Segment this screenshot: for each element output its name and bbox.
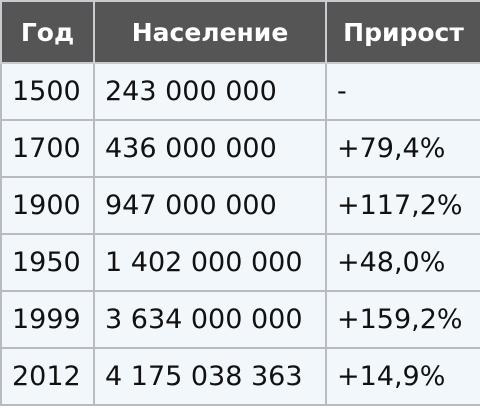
table-row: 1700 436 000 000 +79,4% [0, 119, 480, 178]
table-cell: 1900 [0, 176, 95, 235]
table-cell: 1999 [0, 290, 95, 349]
table-cell: 436 000 000 [93, 119, 327, 178]
table-cell: - [325, 62, 480, 121]
header-cell: Прирост [325, 0, 480, 64]
table-cell: 947 000 000 [93, 176, 327, 235]
table-cell: 1700 [0, 119, 95, 178]
table-row: 1950 1 402 000 000 +48,0% [0, 233, 480, 292]
header-cell: Население [93, 0, 327, 64]
table-row: 2012 4 175 038 363 +14,9% [0, 347, 480, 406]
table-cell: 243 000 000 [93, 62, 327, 121]
table-body: 1500 243 000 000-1700 436 000 000 +79,4% 190… [0, 62, 480, 406]
table-cell: +14,9% [325, 347, 480, 406]
table-cell: 2012 [0, 347, 95, 406]
header-row: Год Население Прирост [0, 0, 480, 64]
table-row: 1500 243 000 000- [0, 62, 480, 121]
table-cell: +117,2% [325, 176, 480, 235]
table-cell: +159,2% [325, 290, 480, 349]
table-cell: 1950 [0, 233, 95, 292]
header-cell: Год [0, 0, 95, 64]
table-row: 1999 3 634 000 000 +159,2% [0, 290, 480, 349]
table-row: 1900 947 000 000 +117,2% [0, 176, 480, 235]
table-cell: 3 634 000 000 [93, 290, 327, 349]
table-cell: +79,4% [325, 119, 480, 178]
table-cell: 4 175 038 363 [93, 347, 327, 406]
table-cell: 1 402 000 000 [93, 233, 327, 292]
table-cell: +48,0% [325, 233, 480, 292]
table-cell: 1500 [0, 62, 95, 121]
